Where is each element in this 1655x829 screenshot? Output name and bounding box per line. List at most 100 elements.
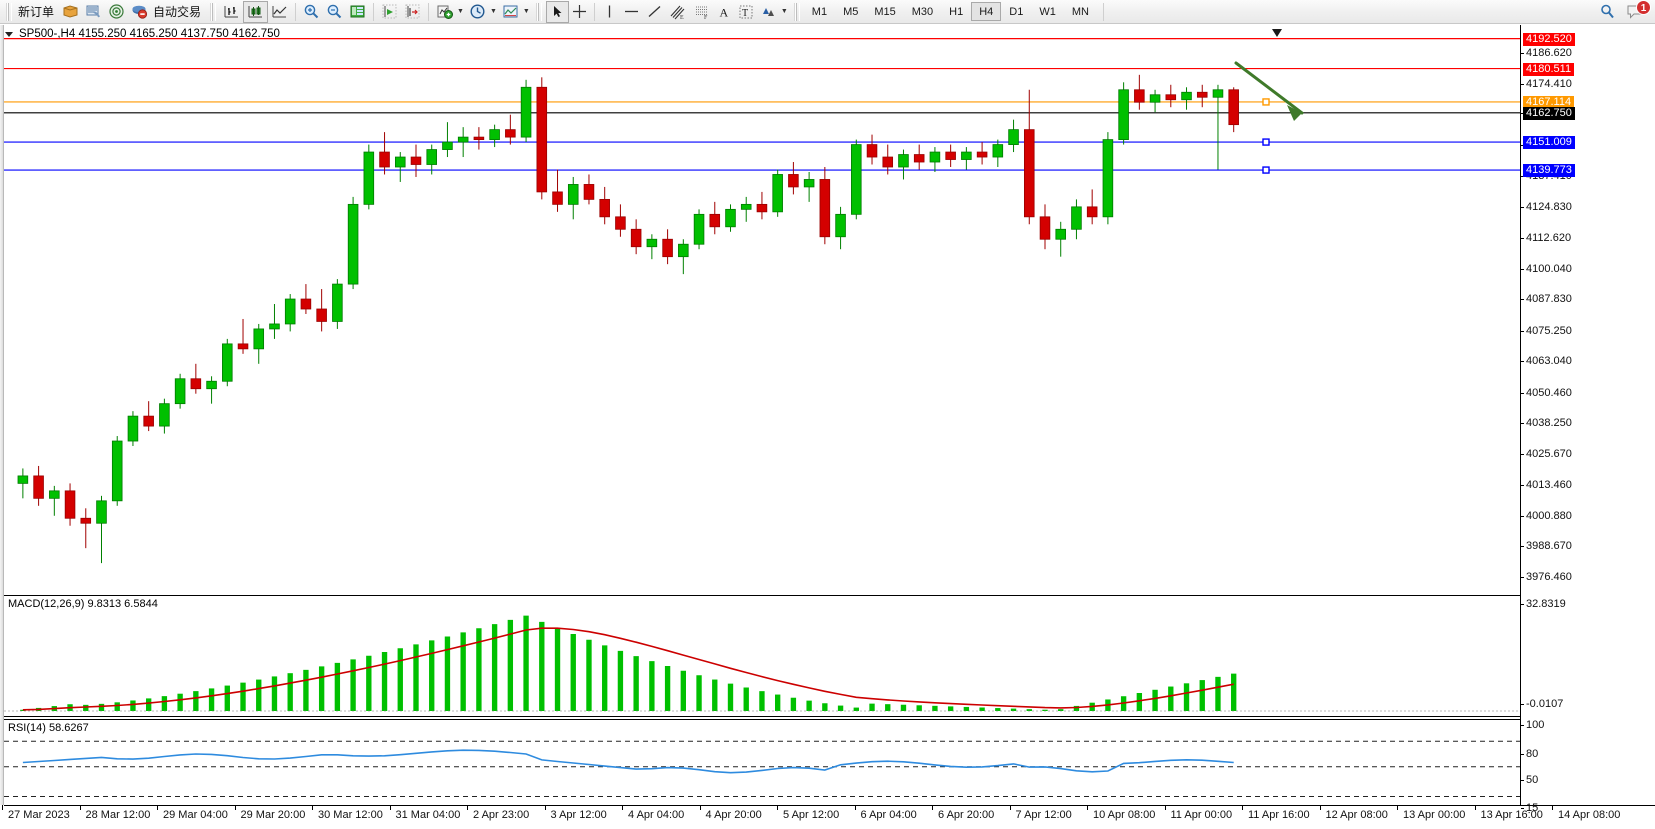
timeframe-m30[interactable]: M30 [911,6,934,18]
toolbar-separator-4 [593,2,595,21]
price-level-tag-pending-order[interactable]: 4167.114 [1523,95,1575,109]
macd-bottom-value: -0.0107 [1520,698,1564,710]
toolbar-grip-1[interactable] [6,2,12,21]
rsi-level-100: 100 [1520,719,1545,731]
timeframe-m1[interactable]: M1 [811,6,828,18]
price-level-tag-support[interactable]: 4151.009 [1523,136,1575,150]
price-axis-label: 4013.460 [1521,478,1572,491]
trendline-icon[interactable] [643,1,666,23]
chart-window: SP500-,H4 4155.250 4165.250 4137.750 416… [0,24,1655,829]
main-toolbar: 新订单 自动交易 [0,0,1655,24]
text-icon[interactable]: A [714,1,735,23]
zoom-in-icon[interactable] [300,1,323,23]
period-dropdown-caret[interactable]: ▼ [489,8,497,15]
search-icon[interactable] [1596,1,1619,23]
line-chart-icon[interactable] [268,1,291,23]
time-axis-tick: 27 Mar 2023 [2,805,70,821]
time-axis-tick: 11 Apr 00:00 [1164,805,1233,821]
zoom-out-icon[interactable] [323,1,346,23]
time-axis-tick: 29 Mar 20:00 [234,805,306,821]
autotrading-button[interactable]: 自动交易 [151,1,206,23]
time-axis-tick: 28 Mar 12:00 [79,805,151,821]
price-axis-label: 4112.620 [1520,231,1572,244]
rsi-indicator-label: RSI(14) 58.6267 [8,722,89,734]
macd-plot [4,615,1520,712]
time-axis-tick: 11 Apr 16:00 [1242,805,1310,821]
add-indicator-icon[interactable] [433,1,456,23]
time-axis-tick: 14 Apr 08:00 [1551,805,1621,821]
toolbar-grip-2[interactable] [210,2,217,21]
toolbar-separator-2 [373,2,375,21]
toolbar-separator-3 [428,2,430,21]
templates-dropdown-caret[interactable]: ▼ [522,8,530,15]
timeframe-h1[interactable]: H1 [949,6,964,18]
auto-scroll-icon[interactable] [401,1,424,23]
price-axis-label: 4038.250 [1521,416,1572,429]
timeframe-m5[interactable]: M5 [843,6,859,18]
price-level-tag-resistance[interactable]: 4180.511 [1523,62,1575,76]
crosshair-icon[interactable] [569,1,590,23]
fibonacci-icon[interactable]: F [690,1,714,23]
templates-icon[interactable] [499,1,522,23]
price-axis-label: 4025.670 [1521,448,1572,461]
horizontal-line-icon[interactable] [620,1,643,23]
notifications-icon[interactable]: 1 [1623,0,1651,23]
autotrading-icon[interactable] [128,1,151,23]
bar-chart-icon[interactable] [220,1,243,23]
timeframe-w1[interactable]: W1 [1039,6,1056,18]
rsi-plot [4,740,1520,797]
price-pane[interactable] [4,25,1520,593]
macd-indicator-label: MACD(12,26,9) 9.8313 6.5844 [8,598,158,610]
time-axis-tick: 3 Apr 12:00 [544,805,607,821]
time-axis-tick: 7 Apr 12:00 [1009,805,1072,821]
svg-text:A: A [719,6,728,20]
time-axis[interactable]: 27 Mar 2023 28 Mar 12:00 29 Mar 04:00 29 Ma… [2,805,1655,829]
timeframe-m15[interactable]: M15 [874,6,896,18]
navigator-icon[interactable] [105,1,128,23]
rsi-level-15: 15 [1520,801,1539,814]
text-label-icon[interactable]: T [735,1,757,23]
period-clock-icon[interactable] [466,1,489,23]
price-level-tag-support[interactable]: 4139.773 [1523,164,1575,178]
toolbar-grip-4[interactable] [793,2,800,21]
timeframe-h4[interactable]: H4 [971,2,1002,21]
chart-shift-icon[interactable] [378,1,401,23]
cursor-icon[interactable] [545,0,569,23]
vertical-line-icon[interactable] [599,1,620,23]
timeframe-d1[interactable]: D1 [1009,6,1024,18]
chart-left-border [0,25,4,805]
indicator-dropdown-caret[interactable]: ▼ [457,8,464,15]
timeframe-mn[interactable]: MN [1071,6,1089,18]
price-axis-label: 4000.880 [1521,510,1572,523]
price-axis-label: 3988.670 [1521,540,1572,553]
rsi-level-80: 80 [1520,748,1539,761]
toolbar-grip-3[interactable] [535,2,542,21]
price-level-tag-last-price[interactable]: 4162.750 [1523,106,1575,120]
new-order-button[interactable]: 新订单 [16,1,59,23]
price-axis-label: 4087.830 [1521,293,1572,306]
time-axis-tick: 29 Mar 04:00 [157,805,228,821]
arrows-icon[interactable] [757,1,780,23]
folder-icon[interactable] [59,1,82,23]
toolbar-separator-1 [295,2,297,21]
toolbar-separator-5 [1102,2,1104,21]
arrows-dropdown-caret[interactable]: ▼ [780,8,788,15]
chart-symbol-header: SP500-,H4 4155.250 4165.250 4137.750 416… [5,27,280,41]
macd-top-value: 32.8319 [1521,598,1566,610]
rsi-axis: 100 80 50 15 [1520,718,1655,813]
time-axis-tick: 10 Apr 08:00 [1086,805,1156,821]
price-axis[interactable]: 4186.6204174.4104162.7504149.8204137.410… [1520,25,1655,805]
price-level-tag-resistance[interactable]: 4192.520 [1523,32,1575,46]
equidistant-channel-icon[interactable]: E [666,1,690,23]
rsi-pane[interactable]: RSI(14) 58.6267 [4,719,1520,805]
rsi-level-50: 50 [1520,773,1539,786]
market-watch-icon[interactable] [82,1,105,23]
candlestick-chart-icon[interactable] [243,0,269,23]
macd-pane[interactable]: MACD(12,26,9) 9.8313 6.5844 [4,595,1520,717]
autotrading-label: 自动交易 [153,5,202,19]
data-window-icon[interactable] [346,1,369,23]
svg-text:F: F [704,15,708,20]
chart-menu-caret-icon[interactable] [5,31,13,37]
time-axis-tick: 6 Apr 20:00 [931,805,995,821]
svg-text:E: E [680,15,684,20]
